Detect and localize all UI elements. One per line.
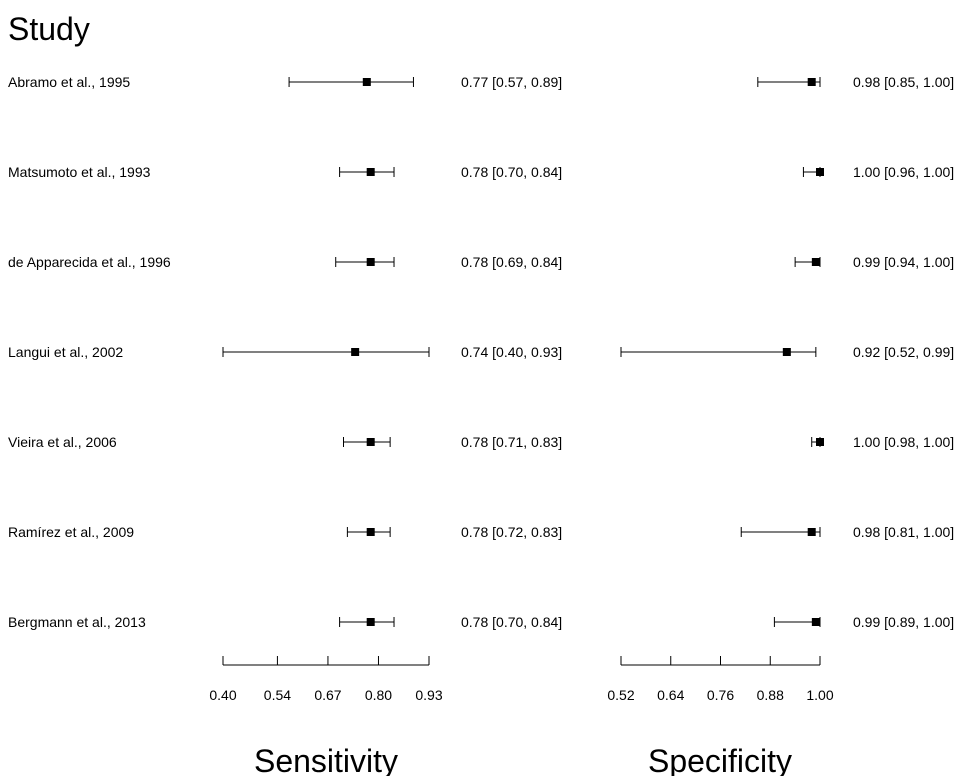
specificity-tick-label: 1.00 — [806, 687, 833, 703]
specificity-point-estimate — [816, 438, 824, 446]
sensitivity-value-label: 0.78 [0.72, 0.83] — [461, 524, 562, 540]
sensitivity-value-label: 0.78 [0.69, 0.84] — [461, 254, 562, 270]
specificity-axis-title: Specificity — [648, 743, 792, 776]
sensitivity-value-label: 0.78 [0.71, 0.83] — [461, 434, 562, 450]
sensitivity-tick-label: 0.93 — [415, 687, 442, 703]
specificity-tick-label: 0.64 — [657, 687, 684, 703]
study-name-matsumoto-et-al-1993: Matsumoto et al., 1993 — [8, 164, 151, 180]
specificity-value-label: 1.00 [0.98, 1.00] — [853, 434, 954, 450]
sensitivity-point-estimate — [366, 438, 375, 446]
specificity-value-label: 0.99 [0.94, 1.00] — [853, 254, 954, 270]
study-name-langui-et-al-2002: Langui et al., 2002 — [8, 344, 123, 360]
specificity-point-estimate — [811, 618, 820, 626]
sensitivity-point-estimate — [366, 258, 375, 266]
sensitivity-value-label: 0.77 [0.57, 0.89] — [461, 74, 562, 90]
specificity-value-label: 0.92 [0.52, 0.99] — [853, 344, 954, 360]
specificity-point-estimate — [782, 348, 791, 356]
specificity-value-label: 0.98 [0.81, 1.00] — [853, 524, 954, 540]
sensitivity-value-label: 0.74 [0.40, 0.93] — [461, 344, 562, 360]
sensitivity-tick-label: 0.54 — [264, 687, 291, 703]
study-heading: Study — [8, 11, 90, 47]
specificity-value-label: 0.98 [0.85, 1.00] — [853, 74, 954, 90]
study-name-ramirez-et-al-2009: Ramírez et al., 2009 — [8, 524, 134, 540]
specificity-point-estimate — [807, 528, 816, 536]
specificity-value-label: 0.99 [0.89, 1.00] — [853, 614, 954, 630]
specificity-point-estimate — [816, 168, 824, 176]
study-name-vieira-et-al-2006: Vieira et al., 2006 — [8, 434, 117, 450]
specificity-value-label: 1.00 [0.96, 1.00] — [853, 164, 954, 180]
sensitivity-point-estimate — [362, 78, 371, 86]
specificity-panel: 0.98 [0.85, 1.00] 1.00 [0.96, 1.00] 0.99 [… — [607, 74, 954, 776]
sensitivity-panel: 0.77 [0.57, 0.89] 0.78 [0.70, 0.84] 0.78 [… — [209, 74, 562, 776]
study-name-de-apparecida-et-al-1996: de Apparecida et al., 1996 — [8, 254, 171, 270]
sensitivity-value-label: 0.78 [0.70, 0.84] — [461, 164, 562, 180]
specificity-tick-label: 0.88 — [757, 687, 784, 703]
specificity-point-estimate — [807, 78, 816, 86]
sensitivity-point-estimate — [351, 348, 360, 356]
sensitivity-tick-label: 0.80 — [365, 687, 392, 703]
study-name-column: Abramo et al., 1995 Matsumoto et al., 199… — [8, 74, 171, 630]
sensitivity-point-estimate — [366, 618, 375, 626]
study-name-abramo-et-al-1995: Abramo et al., 1995 — [8, 74, 130, 90]
study-name-bergmann-et-al-2013: Bergmann et al., 2013 — [8, 614, 146, 630]
specificity-tick-label: 0.52 — [607, 687, 634, 703]
sensitivity-axis-title: Sensitivity — [254, 743, 398, 776]
sensitivity-tick-label: 0.40 — [209, 687, 236, 703]
specificity-tick-label: 0.76 — [707, 687, 734, 703]
sensitivity-point-estimate — [366, 168, 375, 176]
sensitivity-value-label: 0.78 [0.70, 0.84] — [461, 614, 562, 630]
specificity-point-estimate — [811, 258, 820, 266]
sensitivity-point-estimate — [366, 528, 375, 536]
sensitivity-tick-label: 0.67 — [314, 687, 341, 703]
